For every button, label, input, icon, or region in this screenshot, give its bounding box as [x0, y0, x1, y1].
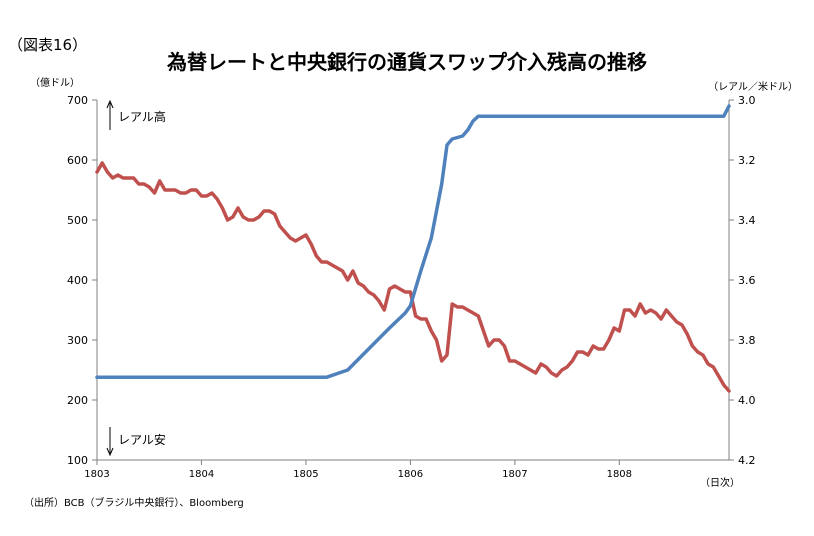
- ticks-layer: 700 600 500 400 300 200 100 3.0 3.2 3.4 3.6 3.8 4.0 4…: [67, 94, 756, 480]
- chart-title: 為替レートと中央銀行の通貨スワップ介入残高の推移: [167, 50, 647, 74]
- annotation-real-strong: レアル高: [118, 109, 166, 124]
- y-right-tick-label: 3.2: [738, 154, 756, 167]
- x-tick-label: 1808: [607, 469, 632, 480]
- y-left-tick-label: 600: [67, 154, 88, 167]
- y-right-tick-label: 3.6: [738, 274, 756, 287]
- y-left-tick-label: 700: [67, 94, 88, 107]
- arrow-down-icon: [106, 427, 114, 457]
- y-right-unit-label: （レアル／米ドル）: [708, 80, 798, 93]
- figure-label: （図表16）: [8, 36, 88, 54]
- source-note: （出所）BCB（ブラジル中央銀行）、Bloomberg: [24, 498, 244, 509]
- y-left-tick-label: 400: [67, 274, 88, 287]
- y-left-tick-label: 100: [67, 454, 88, 467]
- exchange-rate-line: [95, 161, 731, 393]
- y-right-tick-label: 3.0: [738, 94, 756, 107]
- y-left-tick-label: 200: [67, 394, 88, 407]
- x-unit-label: （日次）: [700, 476, 740, 489]
- series-layer: [95, 104, 731, 393]
- y-left-tick-label: 500: [67, 214, 88, 227]
- x-tick-label: 1805: [293, 469, 318, 480]
- y-left-unit-label: （億ドル）: [30, 76, 80, 89]
- y-right-tick-label: 4.2: [738, 454, 756, 467]
- x-tick-label: 1804: [189, 469, 214, 480]
- x-tick-label: 1806: [398, 469, 423, 480]
- x-tick-label: 1807: [502, 469, 527, 480]
- x-tick-label: 1803: [84, 469, 109, 480]
- y-right-tick-label: 3.4: [738, 214, 756, 227]
- swap-balance-line: [95, 104, 731, 379]
- y-right-tick-label: 4.0: [738, 394, 756, 407]
- arrow-up-icon: [106, 99, 114, 130]
- y-right-tick-label: 3.8: [738, 334, 756, 347]
- y-left-tick-label: 300: [67, 334, 88, 347]
- annotation-real-weak: レアル安: [118, 432, 166, 447]
